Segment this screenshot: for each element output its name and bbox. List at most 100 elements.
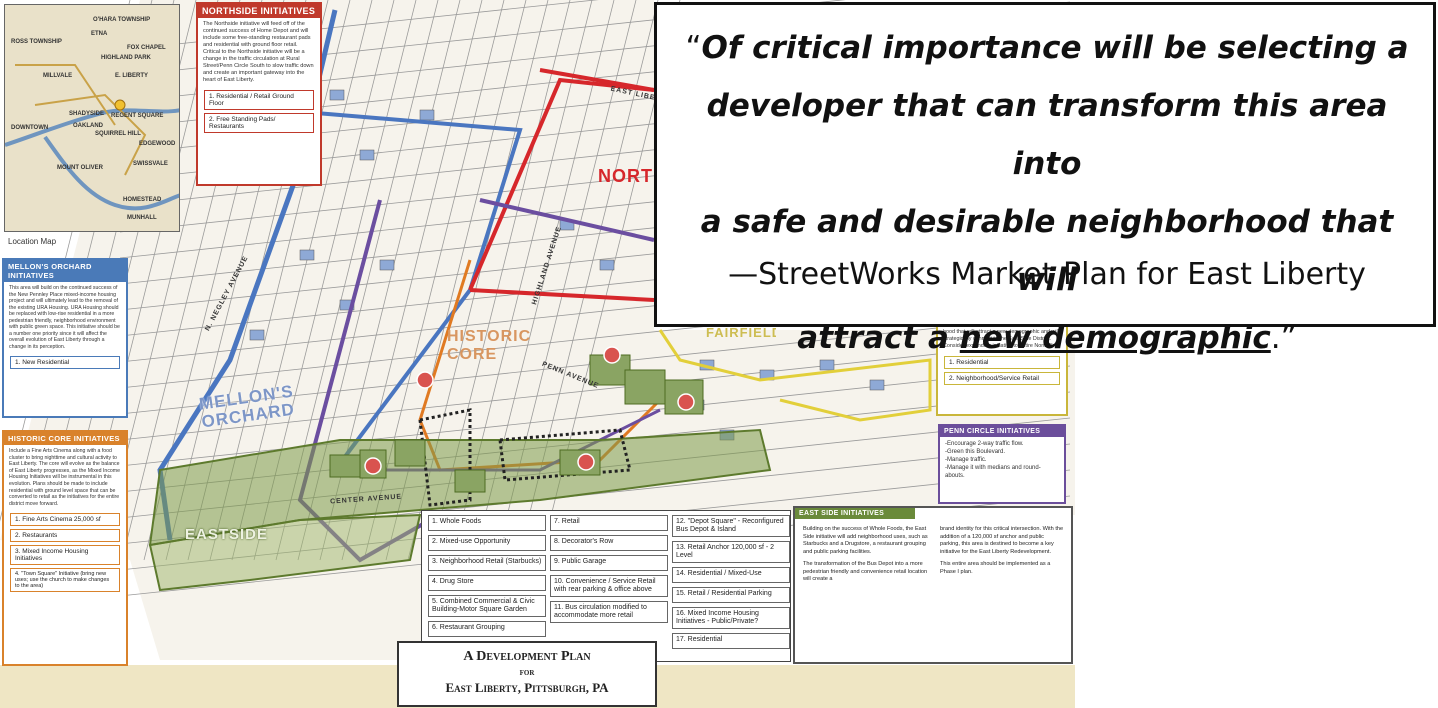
legend-item: 13. Retail Anchor 120,000 sf - 2 Level bbox=[672, 541, 790, 563]
location-place-label: O'HARA TOWNSHIP bbox=[93, 17, 151, 23]
east-side-col2-text: brand identity for this critical interse… bbox=[940, 526, 1064, 555]
legend-item: 8. Decorator's Row bbox=[550, 535, 668, 551]
parking-marker-icon bbox=[416, 371, 434, 389]
location-place-label: ROSS TOWNSHIP bbox=[11, 39, 62, 45]
map-label-north: NORTH bbox=[598, 166, 654, 186]
location-map-caption: Location Map bbox=[8, 237, 57, 246]
fairfield-body: hood that will attract a new demographic… bbox=[943, 329, 1061, 349]
quote-line-1-text: Of critical importance will be selecting… bbox=[701, 30, 1409, 66]
development-parcel bbox=[394, 439, 426, 467]
mellons-title: MELLON'S ORCHARD INITIATIVES bbox=[4, 260, 126, 282]
parking-marker-icon bbox=[677, 393, 695, 411]
fairfield-item-2: 2. Neighborhood/Service Retail bbox=[944, 372, 1060, 385]
legend-item: 17. Residential bbox=[672, 633, 790, 649]
northside-panel: NORTHSIDE INITIATIVES The Northside init… bbox=[196, 2, 322, 186]
plan-title: A Development Plan for East Liberty, Pit… bbox=[397, 641, 657, 707]
legend-item: 15. Retail / Residential Parking bbox=[672, 587, 790, 603]
parking-marker-icon bbox=[603, 346, 621, 364]
historic-item-4: 4. "Town Square" Initiative (bring new u… bbox=[10, 568, 120, 593]
penn-circle-list: -Encourage 2-way traffic flow. -Green th… bbox=[940, 437, 1064, 483]
penn-circle-item-4: -Manage it with medians and round-abouts… bbox=[945, 465, 1041, 479]
historic-item-3: 3. Mixed Income Housing Initiatives bbox=[10, 545, 120, 566]
quote-line-4a: attract a bbox=[797, 320, 960, 356]
location-place-label: HIGHLAND PARK bbox=[101, 55, 151, 61]
mellons-body: This area will build on the continued su… bbox=[9, 285, 120, 350]
northside-body: The Northside initiative will feed off o… bbox=[203, 21, 314, 83]
location-place-label: SHADYSIDE bbox=[69, 111, 105, 117]
historic-item-2: 2. Restaurants bbox=[10, 529, 120, 543]
northside-item-2: 2. Free Standing Pads/ Restaurants bbox=[204, 113, 314, 133]
building-block bbox=[419, 109, 435, 121]
location-place-label: HOMESTEAD bbox=[123, 197, 162, 203]
parcels bbox=[329, 346, 704, 493]
quote-open-mark: “ bbox=[685, 30, 702, 66]
quote-line-1: “Of critical importance will be selectin… bbox=[667, 19, 1427, 77]
east-side-title: EAST SIDE INITIATIVES bbox=[795, 508, 915, 519]
map-label-fairfield: FAIRFIELD bbox=[706, 325, 776, 340]
bus-depot-outline bbox=[418, 408, 472, 507]
north-boundary-top bbox=[539, 68, 655, 92]
legend-item: 5. Combined Commercial & Civic Building-… bbox=[428, 595, 546, 617]
building-block bbox=[869, 379, 885, 391]
development-parcel bbox=[329, 454, 361, 478]
penn-circle-panel: PENN CIRCLE INITIATIVES -Encourage 2-way… bbox=[938, 424, 1066, 504]
location-place-label: E. LIBERTY bbox=[115, 73, 149, 79]
location-place-label: DOWNTOWN bbox=[11, 125, 49, 131]
location-place-label: EDGEWOOD bbox=[139, 141, 176, 147]
legend-item: 1. Whole Foods bbox=[428, 515, 546, 531]
location-place-label: MOUNT OLIVER bbox=[57, 165, 103, 171]
historic-panel: HISTORIC CORE INITIATIVES Include a Fine… bbox=[2, 430, 128, 666]
location-place-label: ETNA bbox=[91, 31, 108, 37]
east-side-col1-text: Building on the success of Whole Foods, … bbox=[803, 526, 928, 555]
legend-item: 11. Bus circulation modified to accommod… bbox=[550, 601, 668, 623]
parking-marker-icon bbox=[577, 453, 595, 471]
building-block bbox=[359, 149, 375, 161]
location-map-graphic bbox=[5, 64, 179, 211]
plan-title-line2: for bbox=[519, 667, 535, 678]
legend-item: 12. "Depot Square" - Reconfigured Bus De… bbox=[672, 515, 790, 537]
plan-title-line1: A Development Plan bbox=[463, 649, 591, 664]
historic-body: Include a Fine Arts Cinema along with a … bbox=[9, 448, 121, 507]
legend-column-3: 12. "Depot Square" - Reconfigured Bus De… bbox=[672, 515, 790, 653]
legend-item: 9. Public Garage bbox=[550, 555, 668, 571]
street-line bbox=[119, 339, 1071, 441]
location-map-places: O'HARA TOWNSHIP ROSS TOWNSHIP FOX CHAPEL ET… bbox=[5, 5, 179, 231]
map-label-eastside: EASTSIDE bbox=[185, 526, 269, 543]
mellons-panel: MELLON'S ORCHARD INITIATIVES This area w… bbox=[2, 258, 128, 418]
legend: 1. Whole Foods 2. Mixed-use Opportunity 3.… bbox=[421, 510, 791, 662]
building-block bbox=[599, 259, 615, 271]
east-side-col2: brand identity for this critical interse… bbox=[940, 526, 1065, 576]
location-place-label: OAKLAND bbox=[73, 123, 103, 129]
northside-title: NORTHSIDE INITIATIVES bbox=[198, 4, 320, 18]
eastside-band-lower bbox=[148, 513, 422, 592]
penn-circle-item-2: -Green this Boulevard. bbox=[945, 449, 1006, 455]
location-place-label: MILLVALE bbox=[43, 73, 73, 79]
development-parcel bbox=[624, 369, 666, 405]
north-boundary bbox=[468, 77, 655, 291]
fairfield-item-1: 1. Residential bbox=[944, 356, 1060, 369]
legend-item: 7. Retail bbox=[550, 515, 668, 531]
fairfield-boundary bbox=[658, 329, 932, 422]
penn-circle-title: PENN CIRCLE INITIATIVES bbox=[940, 426, 1064, 437]
penn-circle-item-1: -Encourage 2-way traffic flow. bbox=[945, 441, 1024, 447]
mellons-boundary-inner bbox=[279, 108, 523, 472]
legend-item: 3. Neighborhood Retail (Starbucks) bbox=[428, 555, 546, 571]
quote-attribution: —StreetWorks Market Plan for East Libert… bbox=[728, 257, 1366, 292]
building-block bbox=[299, 249, 315, 261]
legend-item: 2. Mixed-use Opportunity bbox=[428, 535, 546, 551]
legend-column-1: 1. Whole Foods 2. Mixed-use Opportunity 3.… bbox=[428, 515, 546, 641]
map-label-historic: HISTORIC CORE bbox=[447, 328, 532, 363]
building-block bbox=[249, 329, 265, 341]
building-block bbox=[329, 89, 345, 101]
quote-line-4b: .” bbox=[1270, 320, 1297, 356]
legend-item: 10. Convenience / Service Retail with re… bbox=[550, 575, 668, 597]
historic-title: HISTORIC CORE INITIATIVES bbox=[4, 432, 126, 445]
location-place-label: MUNHALL bbox=[127, 215, 157, 221]
parking-marker-icon bbox=[364, 457, 382, 475]
location-place-label: FOX CHAPEL bbox=[127, 45, 166, 51]
development-parcel bbox=[454, 469, 486, 493]
mellons-item-1: 1. New Residential bbox=[10, 356, 120, 369]
location-place-label: SWISSVALE bbox=[133, 161, 168, 167]
building-block bbox=[379, 259, 395, 271]
legend-item: 16. Mixed Income Housing Initiatives - P… bbox=[672, 607, 790, 629]
